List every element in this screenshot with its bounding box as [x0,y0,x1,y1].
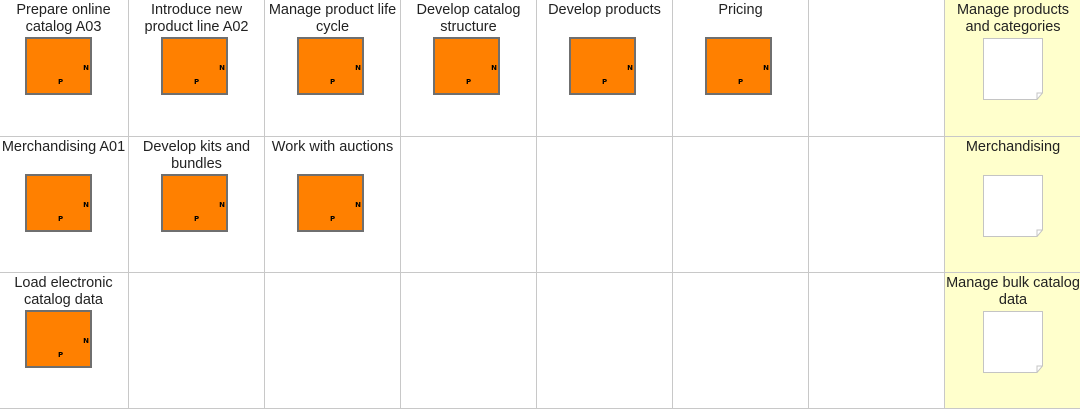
empty-cell [809,273,945,409]
process-title: Work with auctions [271,139,394,155]
process-cell[interactable]: Work with auctions N P [265,137,401,273]
document-icon[interactable] [983,311,1043,373]
process-box[interactable]: N P [161,174,228,232]
process-p-marker: P [194,78,200,86]
process-box[interactable]: N P [297,37,364,95]
process-title: Load electronic catalog data [14,275,113,308]
process-cell[interactable]: Pricing N P [673,0,809,137]
process-p-marker: P [58,78,64,86]
process-n-marker: N [83,337,89,345]
empty-cell [537,137,673,273]
process-cell[interactable]: Develop kits and bundles N P [129,137,265,273]
process-n-marker: N [219,201,225,209]
process-cell[interactable]: Develop catalog structure N P [401,0,537,137]
empty-cell [537,273,673,409]
process-box[interactable]: N P [705,37,772,95]
process-title: Prepare online catalog A03 [16,2,111,35]
process-p-marker: P [738,78,744,86]
process-cell[interactable]: Prepare online catalog A03 N P [0,0,129,137]
process-box[interactable]: N P [433,37,500,95]
process-box[interactable]: N P [25,174,92,232]
process-box[interactable]: N P [25,310,92,368]
process-n-marker: N [491,64,497,72]
category-cell[interactable]: Manage bulk catalog data [945,273,1080,409]
process-p-marker: P [466,78,472,86]
empty-cell [401,273,537,409]
process-p-marker: P [58,351,64,359]
process-title: Develop catalog structure [416,2,521,35]
process-p-marker: P [330,78,336,86]
process-title: Merchandising A01 [1,139,126,155]
process-p-marker: P [194,215,200,223]
process-box[interactable]: N P [569,37,636,95]
process-cell[interactable]: Load electronic catalog data N P [0,273,129,409]
empty-cell [809,0,945,137]
process-n-marker: N [219,64,225,72]
empty-cell [401,137,537,273]
process-n-marker: N [83,201,89,209]
process-p-marker: P [602,78,608,86]
category-title: Manage bulk catalog data [946,275,1080,308]
document-icon[interactable] [983,175,1043,237]
empty-cell [673,137,809,273]
empty-cell [129,273,265,409]
process-cell[interactable]: Manage product life cycle N P [265,0,401,137]
process-cell[interactable]: Introduce new product line A02 N P [129,0,265,137]
process-n-marker: N [355,201,361,209]
empty-cell [673,273,809,409]
process-box[interactable]: N P [25,37,92,95]
process-title: Pricing [718,2,763,18]
category-title: Manage products and categories [956,2,1070,35]
process-cell[interactable]: Merchandising A01 N P [0,137,129,273]
process-cell[interactable]: Develop products N P [537,0,673,137]
process-title: Develop products [548,2,661,18]
empty-cell [809,137,945,273]
process-n-marker: N [83,64,89,72]
document-icon[interactable] [983,38,1043,100]
process-title: Manage product life cycle [268,2,397,35]
category-title: Merchandising [965,139,1061,155]
category-cell[interactable]: Manage products and categories [945,0,1080,137]
process-n-marker: N [627,64,633,72]
empty-cell [265,273,401,409]
process-title: Introduce new product line A02 [144,2,249,35]
process-p-marker: P [330,215,336,223]
process-n-marker: N [355,64,361,72]
process-box[interactable]: N P [297,174,364,232]
process-n-marker: N [763,64,769,72]
process-p-marker: P [58,215,64,223]
process-title: Develop kits and bundles [142,139,251,172]
process-box[interactable]: N P [161,37,228,95]
category-cell[interactable]: Merchandising [945,137,1080,273]
